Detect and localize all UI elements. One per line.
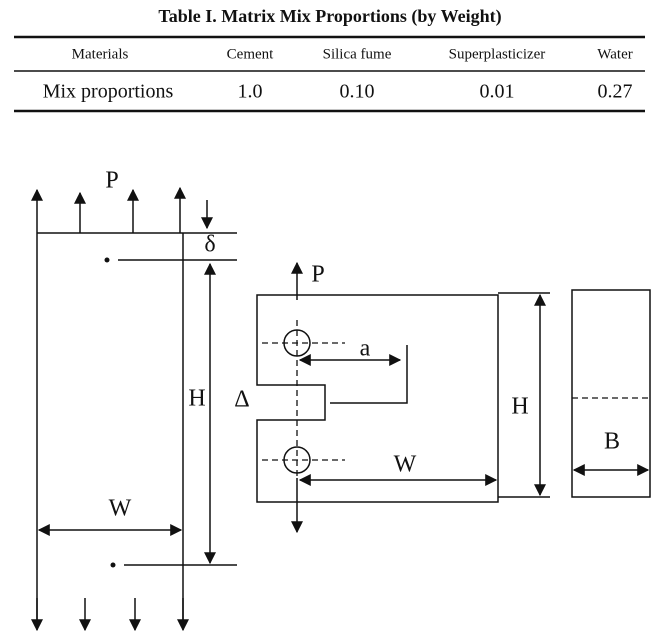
label: a bbox=[360, 336, 371, 362]
label: P bbox=[105, 168, 118, 194]
label: B bbox=[604, 429, 620, 455]
label: P bbox=[311, 262, 324, 288]
table-title: Table I. Matrix Mix Proportions (by Weig… bbox=[158, 6, 501, 27]
header-cell: Materials bbox=[72, 46, 129, 62]
cell: 1.0 bbox=[238, 81, 263, 103]
header-cell: Cement bbox=[227, 46, 274, 62]
cell: Mix proportions bbox=[43, 81, 174, 103]
label: δ bbox=[204, 232, 215, 258]
header-cell: Silica fume bbox=[323, 46, 392, 62]
cell: 0.27 bbox=[598, 81, 633, 103]
figure bbox=[31, 186, 651, 632]
header-cell: Superplasticizer bbox=[449, 46, 546, 62]
cell: 0.10 bbox=[340, 81, 375, 103]
label: Δ bbox=[234, 387, 249, 413]
label: H bbox=[511, 394, 528, 420]
label: W bbox=[394, 452, 417, 478]
header-cell: Water bbox=[597, 46, 632, 62]
label: H bbox=[188, 386, 205, 412]
label: W bbox=[109, 496, 132, 522]
cell: 0.01 bbox=[480, 81, 515, 103]
table: Materials Cement Silica fume Superplasticiz… bbox=[43, 46, 633, 102]
figure-labels: P δ H W P a Δ W H B bbox=[105, 168, 620, 522]
